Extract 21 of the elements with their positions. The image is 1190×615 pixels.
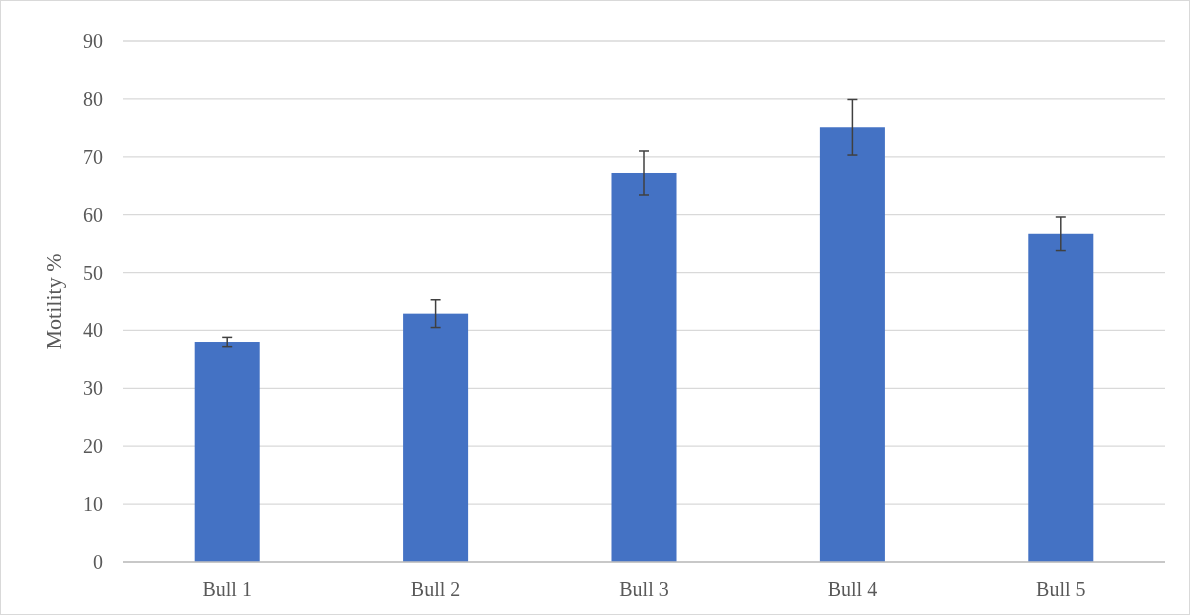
y-tick-label: 70 [83, 145, 103, 168]
y-tick-label: 60 [83, 203, 103, 226]
y-tick-label: 20 [83, 435, 103, 458]
y-tick-label: 50 [83, 261, 103, 284]
x-tick-label: Bull 2 [410, 578, 461, 600]
y-tick-label: 30 [83, 377, 103, 400]
x-tick-label: Bull 5 [1036, 578, 1086, 600]
bar [819, 127, 885, 562]
bar [1028, 233, 1094, 562]
y-axis-title: Motility % [41, 253, 66, 350]
x-tick-label: Bull 4 [827, 578, 878, 600]
y-tick-label: 0 [93, 551, 103, 573]
bar [403, 313, 469, 562]
x-tick-label: Bull 1 [202, 578, 252, 600]
x-tick-label: Bull 3 [619, 578, 669, 600]
y-tick-label: 80 [83, 87, 103, 110]
y-tick-label: 40 [83, 319, 103, 342]
bar [611, 172, 677, 562]
y-tick-label: 90 [83, 30, 103, 52]
y-tick-label: 10 [83, 493, 103, 516]
bar [194, 342, 260, 562]
